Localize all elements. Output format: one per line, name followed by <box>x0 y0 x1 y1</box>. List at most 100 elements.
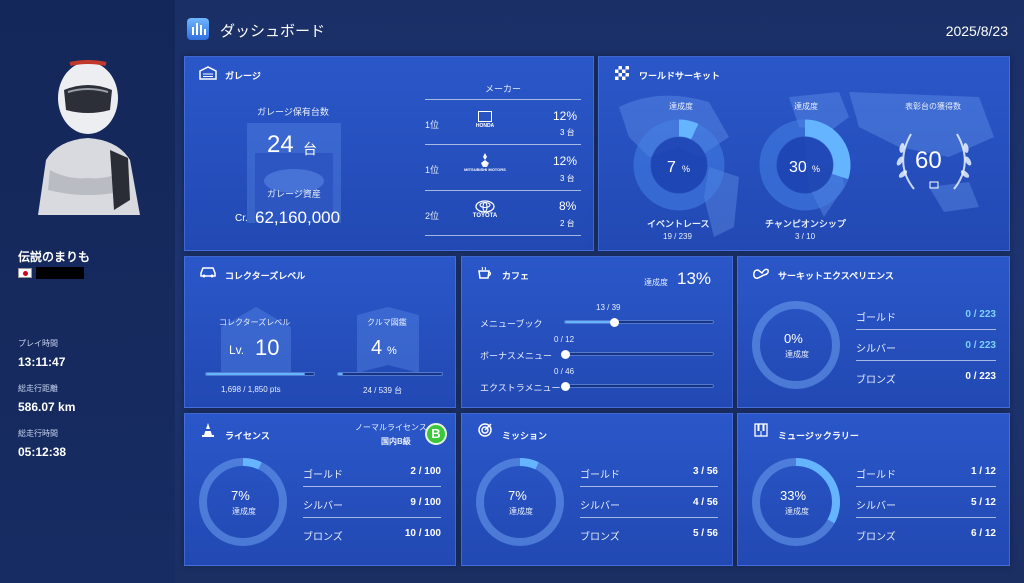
encyclopedia-fill <box>338 373 343 375</box>
event-race-progress: 19 / 239 <box>663 232 692 241</box>
championship-achievement-label: 達成度 <box>794 102 818 111</box>
music-rally-percent: 33% <box>780 488 807 503</box>
medal-value: 5 / 12 <box>970 497 996 508</box>
garage-panel[interactable]: ガレージ ガレージ保有台数 24 台 ガレージ資産 Cr. 62,160,000… <box>184 56 594 251</box>
world-circuit-title: ワールドサーキット <box>639 71 721 81</box>
cafe-achievement-label: 達成度 <box>644 278 668 287</box>
maker-divider <box>425 99 581 100</box>
medal-value: 1 / 12 <box>970 466 996 477</box>
play-time-value: 13:11:47 <box>18 355 66 369</box>
play-time-label: プレイ時間 <box>18 339 58 348</box>
garage-icon <box>199 66 217 80</box>
maker-percent: 12% <box>553 109 578 123</box>
medal-name: シルバー <box>303 501 343 512</box>
maker-count: 2 台 <box>560 219 575 228</box>
medal-divider <box>856 486 996 487</box>
garage-assets-prefix: Cr. <box>235 213 248 224</box>
encyclopedia-percent: 4 <box>371 337 383 359</box>
mission-ring <box>476 458 564 546</box>
checkered-flag-icon <box>613 66 631 80</box>
medal-divider <box>856 329 996 330</box>
encyclopedia-graphic <box>357 307 419 373</box>
menu-progress-knob <box>609 317 619 327</box>
medal-name: ブロンズ <box>303 532 343 543</box>
medal-name: シルバー <box>580 501 620 512</box>
traffic-cone-icon <box>199 423 217 437</box>
avatar <box>38 60 140 215</box>
car-icon <box>199 266 217 280</box>
championship-unit: % <box>812 164 821 174</box>
encyclopedia-label: クルマ図鑑 <box>367 318 407 327</box>
maker-rank: 1位 <box>425 165 440 175</box>
music-rally-panel[interactable]: ミュージックラリー 33% 達成度 ゴールド 1 / 12 シルバー 5 / 1… <box>737 413 1010 566</box>
encyclopedia-unit: % <box>387 345 397 357</box>
collector-level-panel[interactable]: コレクターズレベル コレクターズレベル Lv. 10 1,698 / 1,850… <box>184 256 456 408</box>
japan-flag-icon <box>18 268 32 278</box>
cafe-achievement-value: 13% <box>677 269 712 288</box>
medal-row-bronze: ブロンズ 10 / 100 <box>303 528 441 543</box>
menu-progress: 0 / 12 <box>554 335 575 344</box>
menu-progress: 13 / 39 <box>596 303 621 312</box>
maker-count: 3 台 <box>560 174 575 183</box>
championship-progress: 3 / 10 <box>795 232 816 241</box>
circuit-track-icon <box>752 266 770 280</box>
medal-row-silver: シルバー 9 / 100 <box>303 497 441 512</box>
license-percent: 7% <box>231 488 250 503</box>
cafe-panel[interactable]: カフェ 達成度 13% 13 / 39 メニューブック 0 / 12 ボーナスメ… <box>461 256 733 408</box>
encyclopedia-bar <box>337 372 443 376</box>
medal-divider <box>856 360 996 361</box>
mission-panel[interactable]: ミッション 7% 達成度 ゴールド 3 / 56 シルバー 4 / 56 ブロン… <box>461 413 733 566</box>
garage-owned-label: ガレージ保有台数 <box>257 107 329 117</box>
collector-title: コレクターズレベル <box>225 271 306 281</box>
license-title: ライセンス <box>225 431 270 441</box>
medal-value: 0 / 223 <box>965 340 996 351</box>
medal-value: 6 / 12 <box>970 528 996 539</box>
circuit-experience-achievement-label: 達成度 <box>785 350 809 359</box>
maker-header: メーカー <box>485 84 522 94</box>
circuit-experience-percent: 0% <box>784 331 803 346</box>
medal-name: ブロンズ <box>580 532 620 543</box>
medal-divider <box>580 517 718 518</box>
collector-level-label: コレクターズレベル <box>219 318 291 327</box>
event-race-unit: % <box>682 164 691 174</box>
sidebar: 伝説のまりも プレイ時間 13:11:47 総走行距離 586.07 km 総走… <box>0 0 175 583</box>
player-name: 伝説のまりも <box>18 250 91 264</box>
garage-building-graphic <box>247 123 341 223</box>
medal-value: 0 / 223 <box>965 309 996 320</box>
maker-rank: 2位 <box>425 211 440 221</box>
license-ring <box>199 458 287 546</box>
medal-row-gold: ゴールド 3 / 56 <box>580 466 718 481</box>
championship-name: チャンピオンシップ <box>765 219 846 229</box>
championship-percent: 30 <box>789 159 807 176</box>
toyota-logo-icon: TOYOTA <box>467 200 503 226</box>
medal-value: 5 / 56 <box>692 528 718 539</box>
maker-count: 3 台 <box>560 128 575 137</box>
license-panel[interactable]: ライセンス ノーマルライセンス 国内B級 B 7% 達成度 ゴールド 2 / 1… <box>184 413 456 566</box>
championship-ring <box>759 119 851 211</box>
menu-progress-knob <box>560 381 570 391</box>
garage-assets-value: 62,160,000 <box>255 208 341 227</box>
maker-divider <box>425 144 581 145</box>
maker-divider <box>425 235 581 236</box>
redacted-id <box>36 267 84 279</box>
garage-assets-label: ガレージ資産 <box>267 189 321 199</box>
menu-label: エクストラメニュー <box>480 383 561 393</box>
medal-row-gold: ゴールド 2 / 100 <box>303 466 441 481</box>
maker-divider <box>425 190 581 191</box>
medal-name: ゴールド <box>856 313 896 324</box>
medal-value: 2 / 100 <box>410 466 441 477</box>
medal-name: ブロンズ <box>856 375 896 386</box>
medal-name: ゴールド <box>303 470 343 481</box>
collector-points-fill <box>206 373 306 375</box>
circuit-experience-panel[interactable]: サーキットエクスペリエンス 0% 達成度 ゴールド 0 / 223 シルバー 0… <box>737 256 1010 408</box>
world-circuit-panel[interactable]: ワールドサーキット 達成度 7 % イベントレース 19 / 239 達成度 3… <box>598 56 1010 251</box>
music-rally-title: ミュージックラリー <box>778 431 859 441</box>
mission-percent: 7% <box>508 488 527 503</box>
medal-row-silver: シルバー 0 / 223 <box>856 340 996 355</box>
medal-divider <box>303 517 441 518</box>
menu-progress-bar <box>560 349 714 359</box>
medal-value: 10 / 100 <box>404 528 441 539</box>
medal-value: 4 / 56 <box>692 497 718 508</box>
medal-row-gold: ゴールド 0 / 223 <box>856 309 996 324</box>
license-class: 国内B級 <box>381 437 411 446</box>
